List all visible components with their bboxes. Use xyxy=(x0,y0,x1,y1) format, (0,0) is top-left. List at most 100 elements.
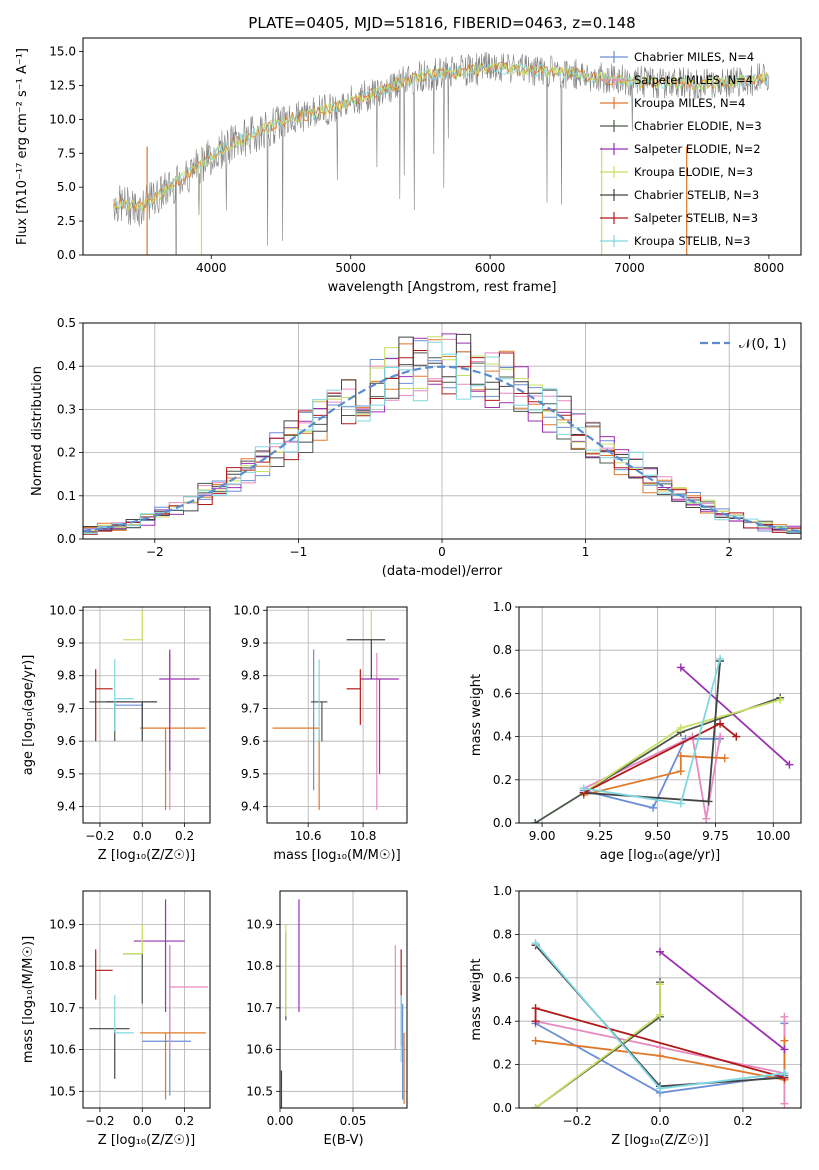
series-marker xyxy=(531,1017,540,1026)
x-axis-label: wavelength [Angstrom, rest frame] xyxy=(328,280,557,295)
y-tick-label: 9.6 xyxy=(241,734,260,748)
series-marker xyxy=(656,1043,664,1052)
y-tick-label: 0.0 xyxy=(493,1101,512,1115)
chart-panel-2: −0.2 0.0 0.2 9.4 9.5 9.6 9.7 9.8 9.9 10.0 Z [log₁₀… xyxy=(21,603,211,863)
x-tick-label: −0.2 xyxy=(85,829,114,843)
y-tick-label: 0.6 xyxy=(493,686,512,700)
errorbar-chabrier_miles xyxy=(114,701,143,729)
y-axis-label: age [log₁₀(age/yr)] xyxy=(21,655,36,776)
x-axis-label: Z [log₁₀(Z/Z☉)] xyxy=(98,1133,195,1148)
series-marker xyxy=(579,784,588,793)
y-tick-label: 0.0 xyxy=(57,248,76,262)
errorbar-kroupa_stelib xyxy=(114,659,134,732)
series-kroupa_miles xyxy=(579,752,729,799)
legend-label-gauss: 𝒩(0, 1) xyxy=(739,337,786,352)
series-marker xyxy=(531,1104,540,1108)
x-tick-label: 0.0 xyxy=(650,1114,669,1128)
y-tick-label: 0.5 xyxy=(57,316,76,330)
chart-panel-6: 0.00 0.05 10.5 10.6 10.7 10.8 10.9 E(B-V) xyxy=(246,890,408,1148)
series-marker xyxy=(656,1084,664,1093)
errorbar-salpeter_elodie xyxy=(159,649,200,771)
plot-area xyxy=(280,899,405,1108)
x-axis-label: Z [log₁₀(Z/Z☉)] xyxy=(611,1133,708,1148)
axes-frame xyxy=(266,606,408,824)
errorbar-chabrier_stelib xyxy=(106,701,158,742)
x-tick-label: 1 xyxy=(582,545,590,559)
plot-area xyxy=(89,899,208,1100)
legend-label-kroupa_miles: Kroupa MILES, N=4 xyxy=(634,96,746,110)
legend-label-salpeter_elodie: Salpeter ELODIE, N=2 xyxy=(634,142,761,156)
x-tick-label: 9.50 xyxy=(644,829,671,843)
errorbar-kroupa_stelib xyxy=(114,995,134,1034)
series-line xyxy=(535,982,661,1108)
series-marker xyxy=(716,654,725,663)
histogram-kroupa_stelib xyxy=(83,341,801,539)
series-chabrier_elodie xyxy=(531,978,664,1108)
series-line xyxy=(659,951,785,1051)
legend-label-chabrier_stelib: Chabrier STELIB, N=3 xyxy=(634,188,759,202)
legend-label-chabrier_elodie: Chabrier ELODIE, N=3 xyxy=(634,119,762,133)
y-tick-label: 9.7 xyxy=(57,701,76,715)
series-marker xyxy=(676,752,685,761)
x-tick-label: −1 xyxy=(290,545,308,559)
y-tick-label: 10.5 xyxy=(246,1084,273,1098)
plot-area xyxy=(272,610,399,810)
errorbar-chabrier_miles xyxy=(142,945,191,1096)
x-tick-label: 2 xyxy=(725,545,733,559)
plot-area xyxy=(531,654,794,823)
x-tick-label: −0.2 xyxy=(85,1114,114,1128)
y-tick-label: 9.4 xyxy=(57,800,76,814)
series-marker xyxy=(780,1036,789,1045)
model-spectrum-kroupa_elodie xyxy=(113,62,769,212)
x-tick-label: 6000 xyxy=(475,261,506,275)
errorbar-kroupa_miles xyxy=(140,727,206,810)
y-tick-label: 10.0 xyxy=(233,603,260,617)
y-tick-label: 0.4 xyxy=(57,359,76,373)
y-tick-label: 0.0 xyxy=(57,532,76,546)
x-tick-label: 5000 xyxy=(335,261,366,275)
x-tick-label: 8000 xyxy=(754,261,785,275)
x-tick-label: 0.0 xyxy=(133,1114,152,1128)
series-marker xyxy=(676,723,685,732)
chart-panel-1: −2 −1 0 1 2 0.0 0.1 0.2 0.3 0.4 0.5 (data-model)/er… xyxy=(30,316,802,579)
series-line xyxy=(583,755,725,796)
axes-frame xyxy=(82,890,211,1109)
y-tick-label: 0.4 xyxy=(493,1014,512,1028)
series-marker xyxy=(656,1010,664,1019)
gaussian-curve xyxy=(83,365,801,533)
x-axis-label: age [log₁₀(age/yr)] xyxy=(600,848,721,863)
y-tick-label: 12.5 xyxy=(49,78,76,92)
series-marker xyxy=(780,1099,789,1108)
y-tick-label: 9.8 xyxy=(241,669,260,683)
legend-label-salpeter_stelib: Salpeter STELIB, N=3 xyxy=(634,211,758,225)
series-marker xyxy=(780,1069,789,1078)
errorbar-chabrier_stelib xyxy=(346,639,386,679)
series-marker xyxy=(531,1004,540,1013)
series-marker xyxy=(676,663,685,672)
y-tick-label: 2.5 xyxy=(57,214,76,228)
series-salpeter_elodie xyxy=(656,947,789,1054)
axes-frame xyxy=(279,890,408,1109)
x-tick-label: 0.05 xyxy=(340,1114,367,1128)
series-marker xyxy=(785,760,794,769)
x-tick-label: 0 xyxy=(438,545,446,559)
series-line xyxy=(583,735,721,819)
series-line xyxy=(680,666,791,766)
y-tick-label: 0.2 xyxy=(57,446,76,460)
series-marker xyxy=(732,732,741,741)
plot-area xyxy=(113,52,770,255)
plot-area xyxy=(89,610,206,810)
series-line xyxy=(535,984,661,1108)
series-marker xyxy=(704,797,713,806)
chart-panel-7: −0.2 0.0 0.2 0.0 0.2 0.4 0.6 0.8 1.0 Z [log₁₀(Z/Z… xyxy=(469,884,802,1148)
x-axis-label: Z [log₁₀(Z/Z☉)] xyxy=(98,848,195,863)
y-axis-label: mass [log₁₀(M/M☉)] xyxy=(21,936,36,1063)
y-axis-label: mass weight xyxy=(469,674,484,756)
series-kroupa_stelib xyxy=(531,939,789,1093)
errorbar-chabrier_stelib xyxy=(89,1028,130,1079)
x-tick-label: 10.6 xyxy=(295,829,322,843)
x-tick-label: 7000 xyxy=(614,261,645,275)
series-marker xyxy=(776,695,785,704)
series-marker xyxy=(649,803,658,812)
y-tick-label: 9.4 xyxy=(241,800,260,814)
